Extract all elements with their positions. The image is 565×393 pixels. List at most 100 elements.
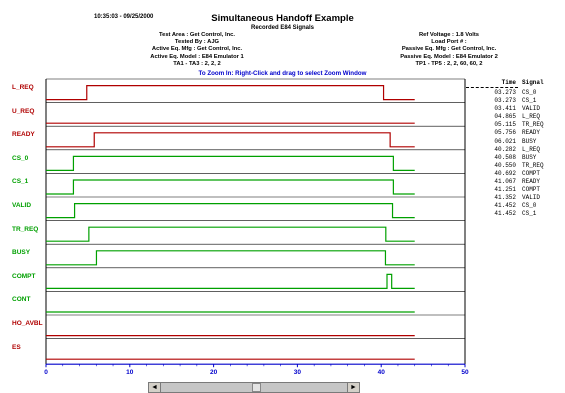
info-line: Active Eq. Mfg : Get Control, Inc. — [151, 46, 243, 53]
info-line: Load Port # : — [431, 39, 467, 46]
info-line: Active Eq. Model : E84 Emulator 1 — [150, 53, 244, 60]
info-line: Ref Voltage : 1.8 Volts — [418, 32, 480, 38]
report-subtitle: Recorded E84 Signals — [250, 25, 315, 31]
event-time: 40.282 — [494, 145, 516, 153]
event-time: 41.067 — [494, 178, 516, 186]
event-time: 40.692 — [494, 169, 516, 177]
info-line: Passive Eq. Mfg : Get Control, Inc. — [401, 46, 497, 53]
x-axis-tick-label: 10 — [126, 369, 134, 376]
signal-label: HO_AVBL — [12, 320, 43, 327]
scroll-thumb[interactable] — [252, 383, 261, 392]
x-axis-tick-label: 20 — [210, 369, 218, 376]
event-row[interactable]: 40.508 BUSY — [466, 154, 562, 162]
waveform-busy — [46, 250, 415, 266]
signal-label: READY — [12, 131, 35, 139]
event-time: 40.550 — [494, 161, 516, 169]
waveform-ready — [46, 132, 415, 148]
signal-label: TR_REQ — [12, 225, 39, 233]
event-rows: 03.273 CS_0 03.273 CS_1 03.411 VALID 04.865 L_R… — [466, 89, 562, 219]
test-info-right: Ref Voltage : 1.8 Volts Load Port # : Pa… — [364, 32, 534, 68]
event-time: 04.865 — [494, 113, 516, 121]
event-time: 41.251 — [494, 186, 516, 194]
info-line: Passive Eq. Model : E84 Emulator 2 — [400, 53, 498, 60]
event-signal: L_REQ — [522, 145, 541, 153]
event-signal: CS_0 — [522, 202, 537, 210]
event-signal: READY — [522, 178, 541, 186]
event-signal: CS_1 — [522, 210, 537, 218]
event-time: 06.021 — [494, 137, 516, 145]
event-time: 05.115 — [494, 121, 516, 129]
event-signal: TR_REQ — [522, 121, 544, 129]
event-signal: BUSY — [522, 153, 537, 161]
event-row[interactable]: 41.452 CS_1 — [466, 210, 562, 218]
event-list-header: Time Signal — [466, 79, 562, 87]
waveform-compt — [46, 273, 415, 289]
event-signal: READY — [522, 129, 541, 137]
event-row[interactable]: 40.282 L_REQ — [466, 146, 562, 154]
waveform-cs_1 — [46, 179, 415, 195]
event-signal: CS_0 — [522, 89, 537, 96]
info-line: TA1 - TA3 : 2, 2, 2 — [173, 60, 221, 67]
event-signal: TR_REQ — [522, 161, 544, 169]
event-row[interactable]: 40.550 TR_REQ — [466, 162, 562, 170]
waveform-l_req — [46, 84, 415, 101]
event-row[interactable]: 05.115 TR_REQ — [466, 121, 562, 129]
event-row[interactable]: 41.251 COMPT — [466, 186, 562, 194]
timestamp: 10:35:03 - 09/25/2000 — [94, 14, 154, 20]
info-line: TP1 - TP5 : 2, 2, 60, 60, 2 — [415, 60, 483, 67]
horizontal-scrollbar[interactable]: ◄ ► — [148, 382, 360, 393]
x-axis-tick-label: 50 — [461, 369, 469, 376]
waveform-valid — [46, 203, 415, 219]
event-row[interactable]: 04.865 L_REQ — [466, 113, 562, 121]
event-row[interactable]: 03.273 CS_1 — [466, 97, 562, 105]
info-line: Tested By : AJG — [174, 39, 220, 46]
event-row[interactable]: 40.692 COMPT — [466, 170, 562, 178]
header-rule — [466, 87, 518, 88]
event-row[interactable]: 03.411 VALID — [466, 105, 562, 113]
signal-label: U_REQ — [12, 107, 35, 115]
event-time: 03.273 — [494, 97, 516, 105]
event-row[interactable]: 41.352 VALID — [466, 194, 562, 202]
signal-label: COMPT — [12, 272, 36, 280]
signal-label: BUSY — [12, 249, 31, 257]
event-row[interactable]: 41.452 CS_0 — [466, 202, 562, 210]
signal-label: CONT — [12, 296, 31, 304]
report-title: Simultaneous Handoff Example — [211, 13, 354, 24]
event-time: 03.411 — [494, 105, 516, 113]
test-info-left: Test Area : Get Control, Inc. Tested By … — [112, 32, 282, 68]
scroll-right-button[interactable]: ► — [347, 383, 359, 392]
event-time: 41.352 — [494, 194, 516, 202]
event-time: 40.508 — [494, 153, 516, 161]
signal-label: ES — [12, 343, 21, 351]
waveform-cs_0 — [46, 155, 415, 171]
event-row[interactable]: 03.273 CS_0 — [466, 89, 562, 97]
event-signal: COMPT — [522, 169, 541, 177]
event-signal: COMPT — [522, 186, 541, 194]
event-time: 03.273 — [494, 89, 516, 96]
report-header: 10:35:03 - 09/25/2000 Simultaneous Hando… — [0, 0, 565, 77]
signal-label: VALID — [12, 202, 32, 209]
event-row[interactable]: 41.067 READY — [466, 178, 562, 186]
zoom-hint: To Zoom In: Right-Click and drag to sele… — [198, 70, 367, 77]
event-row[interactable]: 05.756 READY — [466, 129, 562, 137]
info-line: Test Area : Get Control, Inc. — [158, 32, 235, 38]
event-signal: CS_1 — [522, 97, 537, 105]
event-row[interactable]: 06.021 BUSY — [466, 138, 562, 146]
signal-header: Signal — [522, 79, 544, 86]
event-time: 05.756 — [494, 129, 516, 137]
time-header: Time — [501, 79, 516, 86]
signal-label: CS_0 — [12, 154, 29, 162]
event-signal: VALID — [522, 105, 541, 113]
event-time: 41.452 — [494, 210, 516, 218]
x-axis-tick-label: 30 — [294, 369, 302, 376]
x-axis-tick-label: 40 — [378, 369, 386, 376]
signal-label: L_REQ — [12, 84, 34, 91]
scroll-left-button[interactable]: ◄ — [149, 383, 161, 392]
event-signal: VALID — [522, 194, 541, 202]
signal-label: CS_1 — [12, 178, 29, 186]
event-time: 41.452 — [494, 202, 516, 210]
event-list[interactable]: Time Signal 03.273 CS_0 03.273 CS_1 03.411 VA… — [466, 79, 562, 219]
event-signal: BUSY — [522, 137, 537, 145]
waveform-tr_req — [46, 226, 415, 242]
